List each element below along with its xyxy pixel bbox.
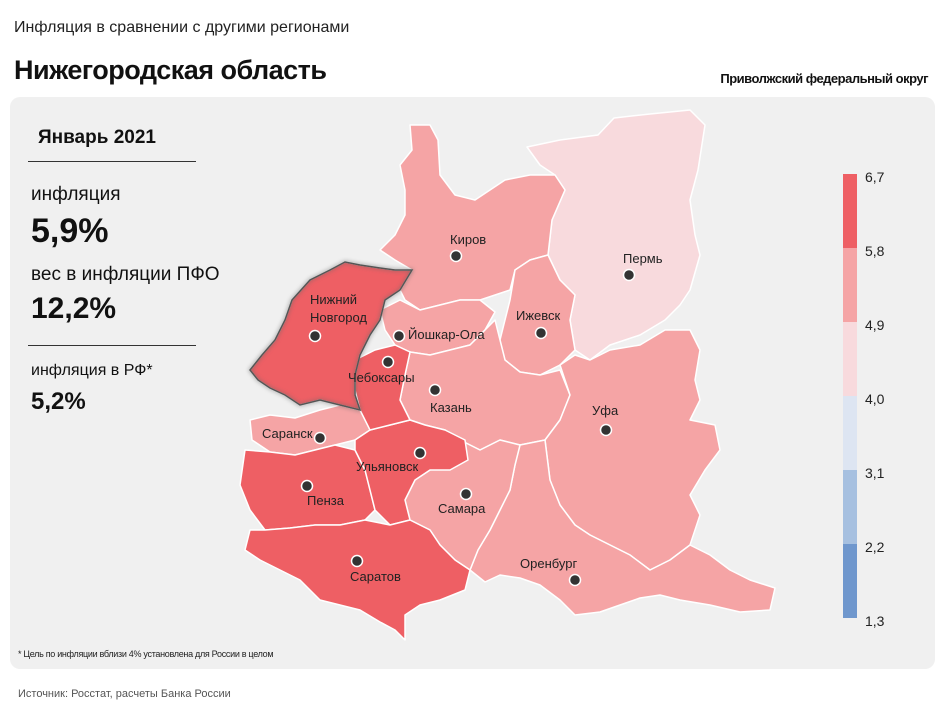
city-marker[interactable] bbox=[622, 268, 636, 282]
city-marker[interactable] bbox=[381, 355, 395, 369]
city-marker[interactable] bbox=[413, 446, 427, 460]
city-marker[interactable] bbox=[568, 573, 582, 587]
rf-inflation-label: инфляция в РФ* bbox=[31, 362, 153, 379]
city-marker[interactable] bbox=[392, 329, 406, 343]
city-label: Казань bbox=[430, 400, 472, 415]
inflation-label: инфляция bbox=[31, 184, 121, 205]
city-marker[interactable] bbox=[350, 554, 364, 568]
city-marker[interactable] bbox=[300, 479, 314, 493]
legend-tick-label: 4,9 bbox=[865, 317, 885, 333]
legend-swatch bbox=[843, 248, 857, 322]
city-label: Ижевск bbox=[516, 308, 561, 323]
legend-swatch bbox=[843, 174, 857, 248]
source-label: Источник: Росстат, расчеты Банка России bbox=[18, 688, 231, 700]
city-label: Саратов bbox=[350, 569, 401, 584]
region-nn-highlight bbox=[249, 261, 414, 412]
legend-tick-label: 5,8 bbox=[865, 243, 885, 259]
legend-swatch bbox=[843, 396, 857, 470]
weight-label: вес в инфляции ПФО bbox=[31, 264, 220, 285]
city-label: Киров bbox=[450, 232, 486, 247]
legend-tick-label: 6,7 bbox=[865, 169, 885, 185]
city-label: Оренбург bbox=[520, 556, 577, 571]
legend-swatch bbox=[843, 322, 857, 396]
city-marker[interactable] bbox=[459, 487, 473, 501]
region-sar[interactable] bbox=[244, 519, 471, 641]
divider bbox=[28, 345, 196, 346]
city-label: Пенза bbox=[307, 493, 345, 508]
city-label: Ульяновск bbox=[356, 459, 418, 474]
legend-swatch bbox=[843, 470, 857, 544]
city-marker[interactable] bbox=[308, 329, 322, 343]
district-label: Приволжский федеральный округ bbox=[720, 71, 928, 86]
city-marker[interactable] bbox=[449, 249, 463, 263]
city-marker[interactable] bbox=[599, 423, 613, 437]
legend-swatch bbox=[843, 544, 857, 618]
footnote: * Цель по инфляции вблизи 4% установлена… bbox=[18, 649, 274, 659]
legend-tick-label: 2,2 bbox=[865, 539, 885, 555]
weight-value: 12,2% bbox=[31, 292, 117, 325]
legend-tick-label: 4,0 bbox=[865, 391, 885, 407]
city-label: Нижний Новгород bbox=[310, 292, 367, 325]
city-label: Пермь bbox=[623, 251, 663, 266]
divider bbox=[28, 161, 196, 162]
page-title: Нижегородская область bbox=[14, 55, 327, 85]
page-subtitle: Инфляция в сравнении с другими регионами bbox=[14, 19, 350, 36]
city-label: Йошкар-Ола bbox=[408, 327, 485, 342]
city-marker[interactable] bbox=[313, 431, 327, 445]
city-label: Чебоксары bbox=[348, 370, 415, 385]
city-label: Уфа bbox=[592, 403, 619, 418]
legend-tick-label: 1,3 bbox=[865, 613, 885, 629]
city-label: Самара bbox=[438, 501, 486, 516]
city-label: Саранск bbox=[262, 426, 313, 441]
period-label: Январь 2021 bbox=[38, 127, 156, 148]
inflation-value: 5,9% bbox=[31, 212, 109, 250]
legend-tick-label: 3,1 bbox=[865, 465, 885, 481]
city-marker[interactable] bbox=[428, 383, 442, 397]
region-kirov[interactable] bbox=[379, 124, 566, 311]
rf-inflation-value: 5,2% bbox=[31, 388, 86, 415]
city-marker[interactable] bbox=[534, 326, 548, 340]
region-chuv[interactable] bbox=[354, 344, 411, 431]
